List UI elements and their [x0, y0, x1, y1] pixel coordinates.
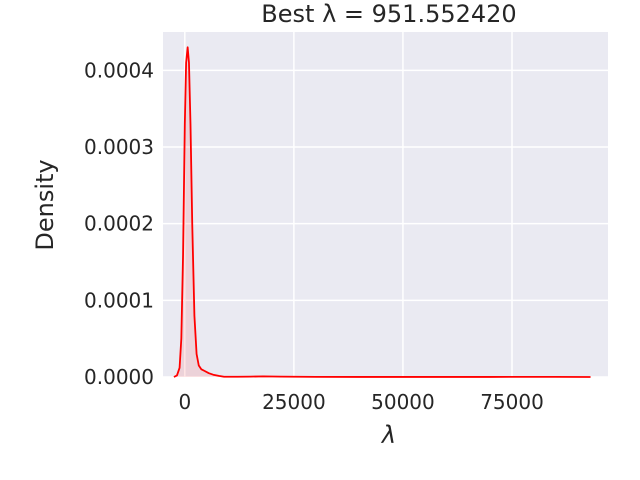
y-tick-label: 0.0000 [84, 365, 154, 389]
series-layer [173, 46, 591, 378]
x-tick-label: 50000 [371, 390, 435, 414]
x-axis-title: λ [380, 421, 396, 449]
x-tick-label: 0 [178, 390, 191, 414]
plot-background [163, 32, 608, 377]
y-axis: 0.0000 0.0001 0.0002 0.0003 0.0004 [84, 58, 154, 389]
x-tick-label: 25000 [262, 390, 326, 414]
y-tick-label: 0.0002 [84, 212, 154, 236]
y-tick-label: 0.0003 [84, 135, 154, 159]
x-axis: 0 25000 50000 75000 [178, 390, 543, 414]
y-tick-label: 0.0004 [84, 58, 154, 82]
y-tick-label: 0.0001 [84, 288, 154, 312]
density-line [173, 46, 591, 378]
x-tick-label: 75000 [480, 390, 544, 414]
chart-title: Best λ = 951.552420 [261, 0, 516, 28]
y-axis-title: Density [31, 159, 59, 250]
